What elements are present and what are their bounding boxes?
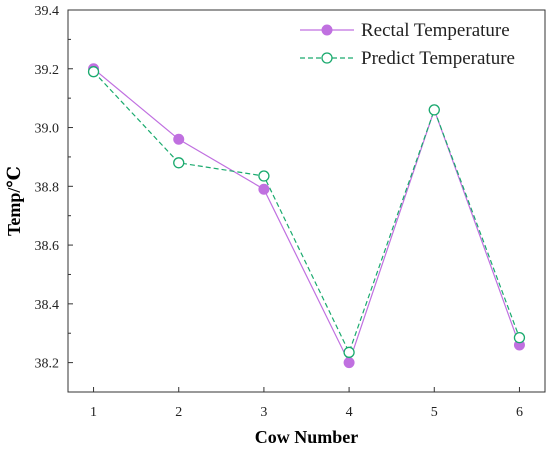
plot-frame <box>67 9 546 393</box>
series-1-point <box>343 357 355 369</box>
series-2-point <box>173 157 185 169</box>
series-line-2 <box>93 71 520 354</box>
x-tick-label: 5 <box>431 405 438 420</box>
y-axis: 38.2 38.4 38.6 38.8 39.0 39.2 39.4 <box>35 4 73 393</box>
series-2-point <box>343 346 355 358</box>
x-axis: 1 2 3 4 5 6 <box>90 387 523 420</box>
y-tick-label: 39.2 <box>35 63 60 78</box>
legend-marker-1 <box>321 24 333 36</box>
y-tick-label: 38.6 <box>35 239 60 254</box>
series-2-point <box>428 104 440 116</box>
y-tick-label: 39.4 <box>35 4 60 19</box>
x-tick-label: 6 <box>516 405 523 420</box>
x-tick-label: 1 <box>90 405 97 420</box>
y-axis-title: Temp/℃ <box>4 166 24 236</box>
x-tick-label: 4 <box>346 405 353 420</box>
series-2-point <box>258 170 270 182</box>
x-tick-label: 2 <box>175 405 182 420</box>
series-2-point <box>87 66 100 78</box>
legend-label-1: Rectal Temperature <box>361 20 510 41</box>
y-tick-label: 39.0 <box>35 122 60 137</box>
y-tick-label: 38.4 <box>35 298 60 313</box>
y-tick-label: 38.8 <box>35 180 60 195</box>
x-axis-title: Cow Number <box>255 427 359 447</box>
series-2-point <box>513 331 526 344</box>
series-layer <box>87 63 526 369</box>
legend-label-2: Predict Temperature <box>361 48 515 69</box>
x-tick-label: 3 <box>260 405 267 420</box>
series-1-point <box>258 183 270 195</box>
legend-marker-2 <box>321 52 333 64</box>
legend: Rectal Temperature Predict Temperature <box>300 20 515 69</box>
plot-area-border <box>67 9 546 393</box>
y-tick-label: 38.2 <box>35 357 60 372</box>
series-1-point <box>173 133 185 145</box>
series-line-1 <box>93 68 520 365</box>
